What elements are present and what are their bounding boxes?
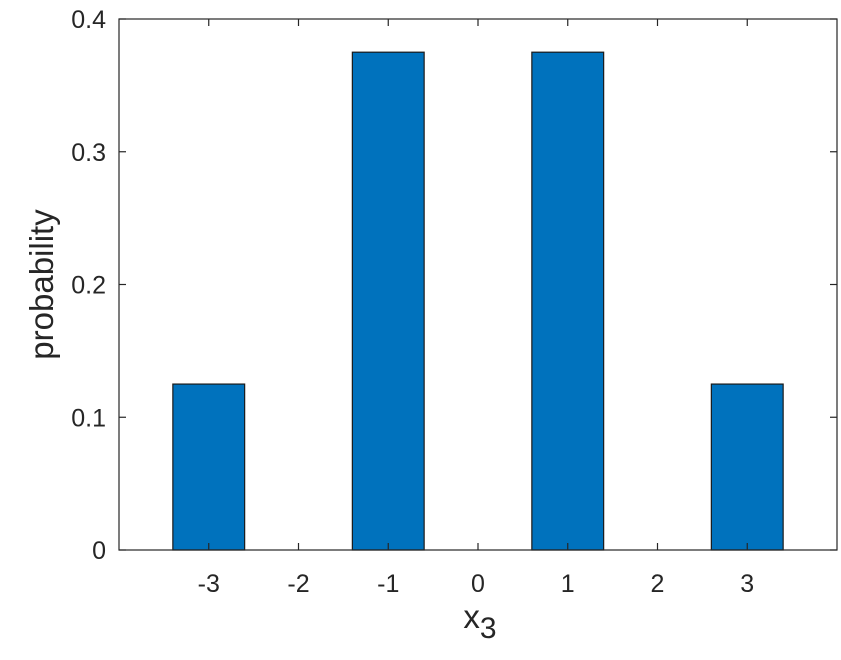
x-tick-label-4: 1 xyxy=(561,570,575,598)
y-tick-label-3: 0.3 xyxy=(71,139,106,167)
bar-x-3 xyxy=(710,383,784,551)
x-axis-ticks: -3 -2 -1 0 1 2 3 xyxy=(198,19,754,598)
x-tick-label-6: 3 xyxy=(740,570,754,598)
x-tick-label-5: 2 xyxy=(651,570,665,598)
x-axis-label-base: x xyxy=(463,598,480,635)
y-axis-label: probability xyxy=(23,209,60,360)
x-axis-label-subscript: 3 xyxy=(480,612,497,645)
x-tick-label-3: 0 xyxy=(471,570,485,598)
bars-layer xyxy=(172,51,784,551)
bar-x--3 xyxy=(172,383,246,551)
y-tick-label-0: 0 xyxy=(92,537,106,565)
x-axis-label: x3 xyxy=(463,598,496,645)
x-tick-label-1: -2 xyxy=(287,570,309,598)
y-axis-ticks: 0 0.1 0.2 0.3 0.4 xyxy=(71,6,837,565)
x-tick-label-0: -3 xyxy=(198,570,220,598)
y-tick-label-1: 0.1 xyxy=(71,404,106,432)
bar-x-1 xyxy=(531,51,605,551)
y-tick-label-4: 0.4 xyxy=(71,6,106,34)
bar-x--1 xyxy=(351,51,425,551)
x-tick-label-2: -1 xyxy=(377,570,399,598)
y-tick-label-2: 0.2 xyxy=(71,272,106,300)
